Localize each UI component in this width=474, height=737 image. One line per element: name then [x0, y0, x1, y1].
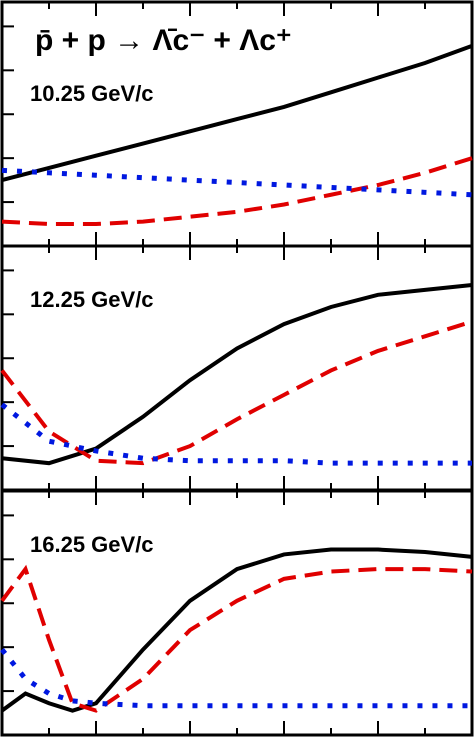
series-line [1, 44, 473, 183]
series-line [0, 547, 473, 713]
series-line [0, 648, 472, 709]
series-line [0, 564, 473, 713]
panel-label: 12.25 GeV/c [30, 287, 154, 312]
series-line [0, 402, 472, 466]
panel-frame [0, 244, 474, 492]
chart-title: p̄ + p → Λ̄c⁻ + Λc⁺ [35, 24, 292, 57]
series-line [0, 319, 473, 466]
panel-label: 16.25 GeV/c [30, 532, 154, 557]
series-line [1, 283, 473, 466]
panel-label: 10.25 GeV/c [30, 81, 154, 106]
series-line [1, 156, 473, 227]
series-line [1, 167, 473, 198]
